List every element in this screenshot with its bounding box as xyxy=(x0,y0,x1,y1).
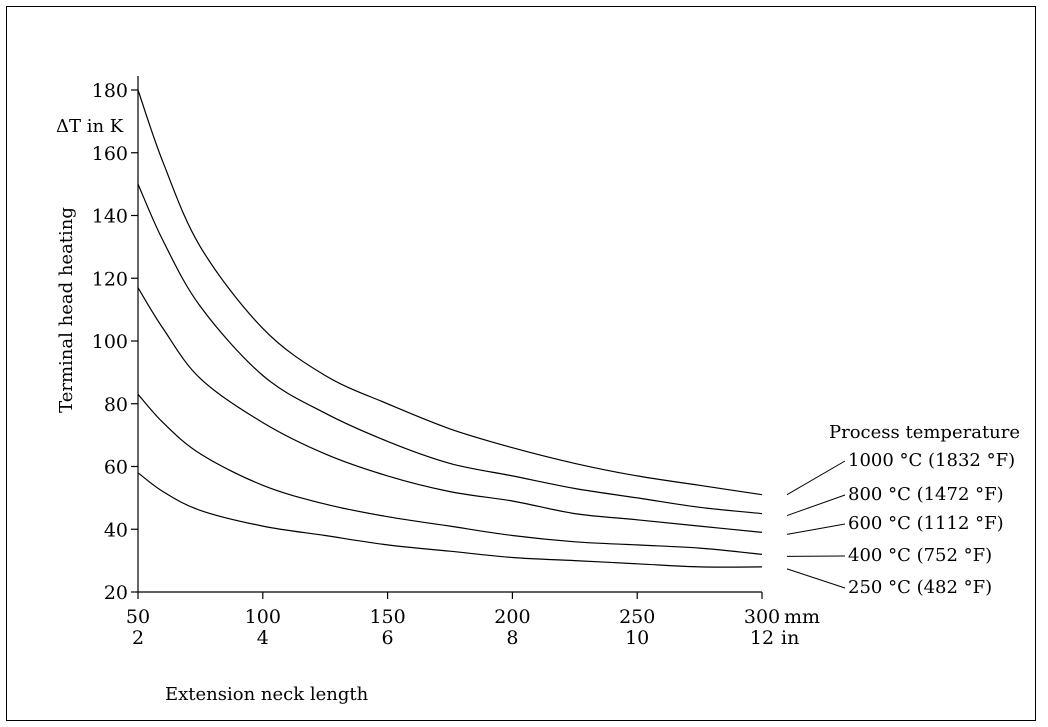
y-tick-label: 20 xyxy=(104,582,128,604)
series-line-4 xyxy=(137,472,763,568)
y-tick-label: 180 xyxy=(92,80,128,102)
y-tick-label: 80 xyxy=(104,394,128,416)
legend-entry: 250 °C (482 °F) xyxy=(848,577,992,598)
x-tick-label-mm: 100 xyxy=(245,606,281,628)
y-tick-label: 140 xyxy=(92,206,128,228)
series-line-0 xyxy=(137,89,763,496)
x-tick-label-in: 8 xyxy=(506,627,518,649)
axes: 2040608010012014016018050210041506200825… xyxy=(92,76,780,649)
y-tick-label: 120 xyxy=(92,268,128,290)
x-tick-label-in: 12 xyxy=(750,627,774,649)
legend-entry: 800 °C (1472 °F) xyxy=(848,484,1004,505)
legend-leader-line xyxy=(786,494,846,517)
legend-entry: 400 °C (752 °F) xyxy=(848,545,992,566)
legend-entry: 1000 °C (1832 °F) xyxy=(848,450,1015,471)
x-tick-label-in: 4 xyxy=(257,627,269,649)
y-tick-label: 100 xyxy=(92,331,128,353)
x-tick-label-in: 2 xyxy=(132,627,144,649)
legend: 1000 °C (1832 °F) 800 °C (1472 °F) 600 °C … xyxy=(786,450,1015,598)
legend-leader-line xyxy=(786,568,846,589)
x-axis-unit-in: in xyxy=(781,627,799,649)
x-tick-label-mm: 300 xyxy=(744,606,780,628)
series-line-2 xyxy=(137,287,763,533)
y-tick-label: 40 xyxy=(104,519,128,541)
x-tick-label-mm: 50 xyxy=(126,606,150,628)
series-layer xyxy=(137,89,763,568)
legend-leader-line xyxy=(786,460,846,496)
x-tick-label-mm: 150 xyxy=(369,606,405,628)
legend-entry: 600 °C (1112 °F) xyxy=(848,513,1004,534)
legend-title: Process temperature xyxy=(829,422,1020,443)
y-tick-label: 60 xyxy=(104,457,128,479)
y-axis-unit: ΔT in K xyxy=(56,116,124,137)
x-tick-label-mm: 250 xyxy=(619,606,655,628)
series-line-1 xyxy=(137,183,763,515)
x-axis-unit-mm: mm xyxy=(784,606,820,628)
series-line-3 xyxy=(137,393,763,555)
x-axis-label: Extension neck length xyxy=(165,684,369,705)
x-tick-label-mm: 200 xyxy=(494,606,530,628)
legend-leader-line xyxy=(786,523,846,535)
labels-layer: Terminal head heating ΔT in K Extension … xyxy=(56,116,1020,705)
chart-frame xyxy=(6,6,1036,721)
x-tick-label-in: 10 xyxy=(625,627,649,649)
y-axis-label: Terminal head heating xyxy=(56,207,77,413)
y-tick-label: 160 xyxy=(92,143,128,165)
x-tick-label-in: 6 xyxy=(382,627,394,649)
